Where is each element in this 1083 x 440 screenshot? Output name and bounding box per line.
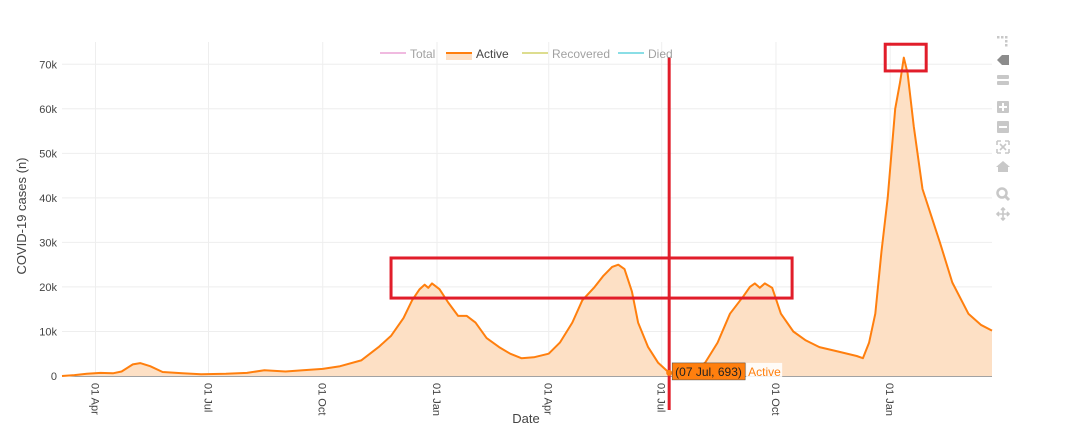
y-tick-label: 10k: [39, 326, 57, 338]
reset-axes-icon[interactable]: [996, 161, 1010, 172]
y-tick-label: 20k: [39, 282, 57, 294]
handle: [1003, 194, 1011, 202]
legend-label: Died: [648, 47, 673, 61]
y-tick-label: 50k: [39, 148, 57, 160]
x-tick-label: 01 Apr: [542, 383, 554, 415]
closest-hover-icon[interactable]: [997, 75, 1009, 85]
annotations: [389, 42, 928, 410]
legend-label: Recovered: [552, 47, 610, 61]
hover-point: [666, 369, 673, 376]
y-tick-label: 70k: [39, 59, 57, 71]
pan-icon[interactable]: [995, 206, 1011, 222]
legend-label: Total: [410, 47, 435, 61]
plus: [999, 103, 1007, 111]
modebar[interactable]: [995, 36, 1011, 222]
logo-dot: [1005, 36, 1008, 39]
legend-item-recovered[interactable]: Recovered: [522, 47, 610, 61]
lens: [996, 187, 1008, 199]
y-axis-title: COVID-19 cases (n): [14, 157, 29, 274]
y-axis: 0 10k 20k 30k 40k 50k 60k 70k: [39, 59, 57, 383]
logo-dot: [1005, 44, 1008, 47]
legend-item-active[interactable]: Active: [446, 47, 509, 61]
legend-item-total[interactable]: Total: [380, 47, 435, 61]
x-tick-label: 01 Oct: [316, 383, 328, 415]
logo-dot: [1005, 40, 1008, 43]
x-tick-label: 01 Jan: [430, 383, 442, 416]
x-axis: 01 Apr 01 Jul 01 Oct 01 Jan 01 Apr 01 Jul 01 O…: [89, 383, 896, 416]
bar-2: [997, 81, 1009, 85]
plot-area[interactable]: [61, 56, 993, 377]
y-tick-label: 0: [51, 371, 57, 383]
compare-shape: [997, 55, 1009, 65]
legend-label: Active: [476, 47, 509, 61]
highlight-box: [883, 42, 928, 73]
hover-tooltip: (07 Jul, 693) Active: [666, 362, 783, 381]
arrows: [996, 140, 1010, 154]
zoom-icon[interactable]: [996, 187, 1011, 202]
plotly-logo-icon[interactable]: [997, 36, 1008, 47]
zoom-in-icon[interactable]: [997, 101, 1009, 113]
hover-label-text: (07 Jul, 693): [675, 365, 742, 379]
logo-dot: [1001, 36, 1004, 39]
highlight-box: [389, 256, 794, 300]
x-axis-title: Date: [512, 411, 539, 426]
y-tick-label: 60k: [39, 104, 57, 116]
compare-hover-icon[interactable]: [997, 55, 1009, 65]
series-area-fill: [62, 57, 992, 376]
legend-swatch-fill: [446, 52, 472, 60]
y-tick-label: 40k: [39, 193, 57, 205]
hover-series-bg: [746, 362, 783, 380]
series-line-active[interactable]: [61, 56, 993, 377]
y-tick-label: 30k: [39, 237, 57, 249]
x-tick-label: 01 Jul: [202, 383, 214, 412]
zoom-out-icon[interactable]: [997, 121, 1009, 133]
hover-series-name: Active: [748, 365, 781, 379]
logo-dot: [997, 36, 1000, 39]
x-tick-label: 01 Jul: [655, 383, 667, 412]
x-tick-label: 01 Apr: [89, 383, 101, 415]
house: [996, 161, 1010, 172]
x-tick-label: 01 Jan: [883, 383, 895, 416]
autoscale-icon[interactable]: [996, 140, 1010, 154]
hover-label-box: [671, 362, 746, 381]
cross: [995, 206, 1011, 222]
x-tick-label: 01 Oct: [769, 383, 781, 415]
grid-lines: [62, 42, 992, 377]
bar-1: [997, 75, 1009, 79]
legend[interactable]: Total Active Recovered Died: [380, 47, 673, 61]
legend-item-died[interactable]: Died: [618, 47, 673, 61]
